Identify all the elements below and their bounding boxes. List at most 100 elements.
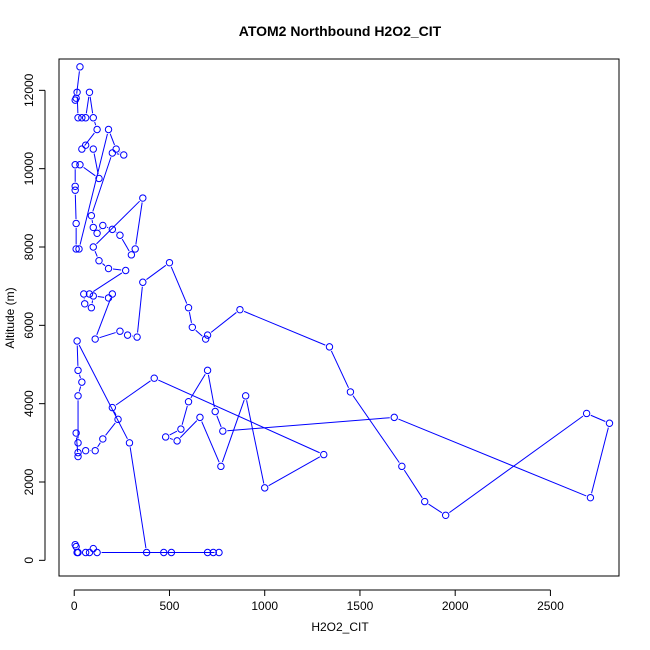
series-segment: [221, 399, 245, 463]
series-segment: [158, 379, 320, 454]
data-point: [74, 439, 82, 447]
data-point: [99, 435, 107, 443]
data-point: [165, 258, 174, 267]
series-segment: [94, 121, 97, 126]
data-point: [78, 378, 86, 386]
data-point: [209, 548, 217, 557]
data-point: [72, 219, 80, 228]
data-point: [127, 251, 136, 259]
series-segment: [97, 442, 101, 448]
data-point: [93, 229, 101, 237]
series-segment: [109, 133, 115, 146]
data-point: [161, 433, 170, 441]
data-point: [125, 439, 134, 447]
data-point: [71, 161, 79, 169]
chart-title: ATOM2 Northbound H2O2_CIT: [239, 23, 442, 39]
data-point: [184, 304, 193, 312]
data-point: [95, 174, 103, 183]
data-point: [91, 446, 99, 455]
series-segment: [78, 386, 82, 392]
data-point: [160, 548, 168, 557]
series-segment: [83, 166, 96, 177]
series-segment: [449, 415, 584, 514]
series-segment: [398, 418, 587, 497]
y-axis: 0 2000 4000 6000 8000 10000 12000: [22, 73, 46, 564]
series-segment: [179, 420, 198, 438]
data-point: [211, 407, 219, 416]
data-point: [74, 448, 82, 457]
data-point: [104, 125, 113, 134]
x-tick-label: 0: [71, 599, 78, 613]
data-point: [121, 266, 130, 275]
series-segment: [190, 373, 206, 399]
series-segment: [137, 286, 143, 333]
data-point: [108, 403, 117, 412]
data-point: [177, 425, 185, 433]
data-point: [167, 548, 176, 557]
series-segment: [112, 268, 122, 271]
data-point: [241, 392, 250, 400]
data-point: [74, 392, 82, 400]
data-point: [215, 548, 223, 557]
y-tick-label: 2000: [22, 468, 36, 495]
data-point: [78, 114, 86, 122]
data-point: [76, 63, 84, 71]
x-axis: 0 500 1000 1500 2000 2500: [71, 589, 564, 613]
data-point: [131, 245, 139, 253]
series-segment: [129, 447, 147, 549]
series-segment: [146, 264, 167, 280]
x-tick-label: 1500: [347, 599, 374, 613]
series-segment: [97, 296, 105, 298]
x-tick-label: 2500: [537, 599, 564, 613]
data-point: [89, 292, 97, 300]
data-point: [89, 544, 97, 553]
series-segment: [227, 417, 390, 432]
data-point: [74, 366, 82, 375]
data-point: [188, 323, 197, 331]
series-segment: [96, 200, 140, 245]
data-point: [89, 145, 97, 153]
series-points: [71, 63, 614, 557]
x-axis-label: H2O2_CIT: [311, 620, 369, 634]
series-segment: [89, 96, 94, 114]
series-segment: [195, 329, 203, 337]
data-point: [87, 304, 96, 312]
data-point: [114, 415, 122, 424]
series-segment: [94, 250, 98, 257]
series-segment: [403, 469, 423, 499]
data-point: [133, 333, 141, 341]
data-point: [605, 419, 614, 427]
y-tick-label: 8000: [22, 233, 36, 260]
series-segment: [590, 414, 606, 422]
series-segment: [188, 312, 192, 323]
data-point: [95, 257, 103, 265]
data-point: [91, 335, 99, 343]
data-point: [85, 290, 94, 298]
series-segment: [99, 332, 116, 339]
data-point: [201, 335, 210, 343]
data-point: [236, 305, 244, 314]
data-point: [219, 427, 227, 435]
data-point: [398, 462, 406, 471]
series-segment: [102, 263, 106, 267]
data-point: [139, 278, 147, 286]
data-point: [390, 413, 398, 422]
data-point: [73, 337, 81, 345]
data-point: [74, 114, 82, 122]
series-segment: [113, 411, 117, 416]
data-point: [87, 211, 96, 220]
series-segment: [352, 395, 400, 463]
data-point: [71, 96, 79, 104]
y-axis-label: Altitude (m): [3, 287, 17, 348]
data-point: [89, 243, 97, 251]
series-segment: [78, 374, 81, 378]
data-point: [441, 511, 450, 519]
x-tick-label: 500: [159, 599, 179, 613]
data-point: [139, 194, 147, 202]
series-segment: [207, 374, 215, 408]
series-segment: [428, 503, 443, 514]
data-point: [120, 151, 128, 159]
series-segment: [268, 456, 321, 487]
